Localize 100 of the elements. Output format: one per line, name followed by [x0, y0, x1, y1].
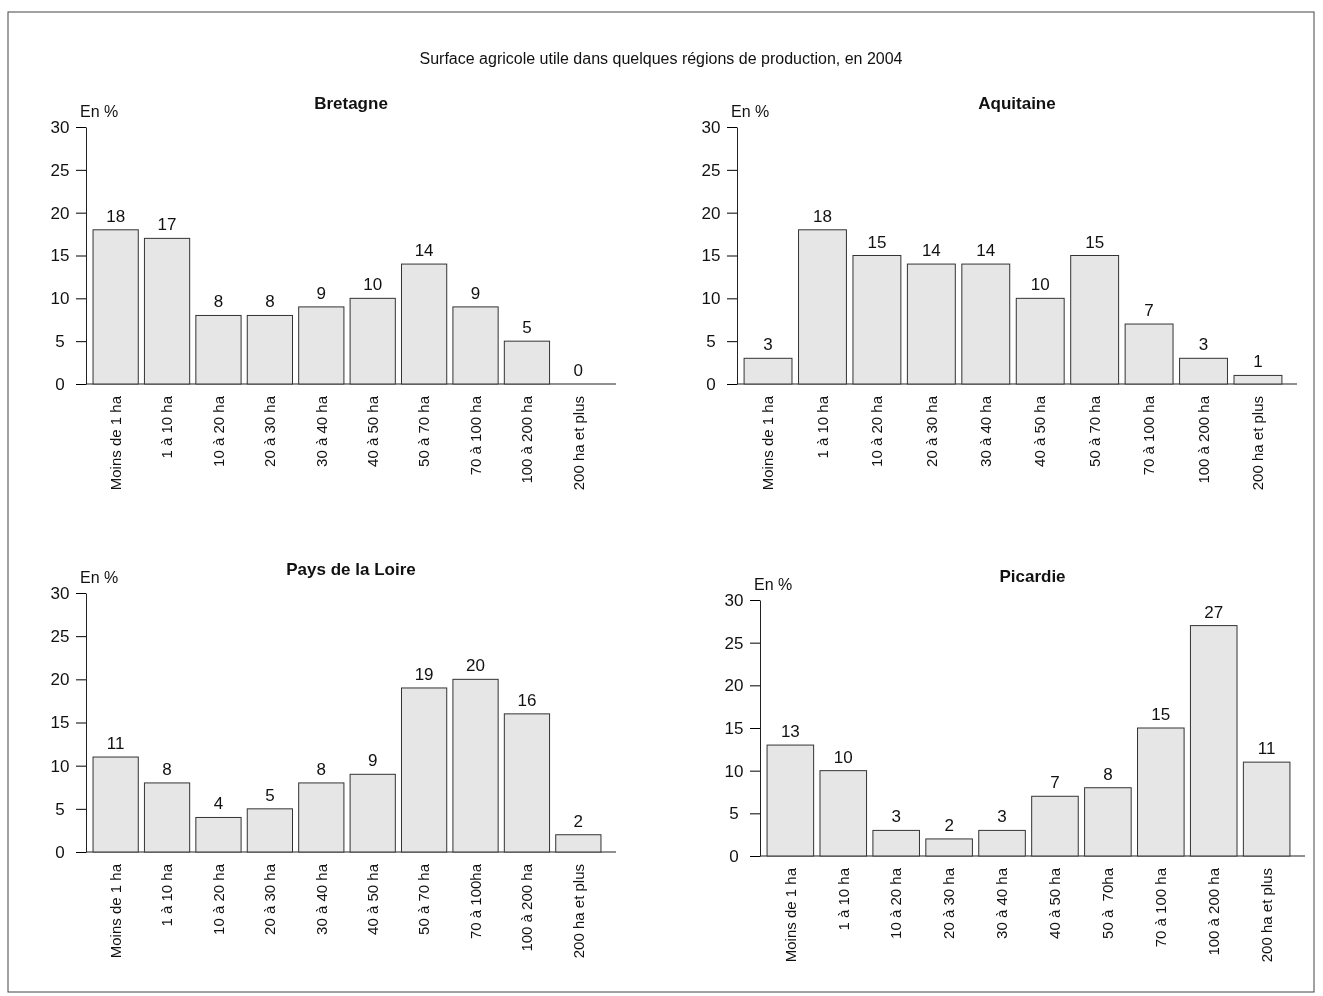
bar: [925, 838, 973, 857]
data-label: 10: [1030, 275, 1050, 295]
bar: [143, 782, 191, 853]
y-tick-label: 15: [724, 718, 744, 738]
x-tick-label: 30 à 40 ha: [312, 863, 330, 935]
x-tick-label: 50 à 70 ha: [415, 863, 433, 935]
x-tick-label: Moins de 1 ha: [759, 395, 777, 491]
x-tick-label: 40 à 50 ha: [1046, 867, 1064, 939]
y-tick-label: 25: [50, 627, 70, 647]
bar: [961, 263, 1011, 385]
y-tick-label: 25: [701, 160, 721, 180]
bar: [798, 229, 847, 385]
bar: [452, 678, 499, 853]
x-tick-label: 30 à 40 ha: [993, 867, 1011, 939]
y-tick-label: 30: [724, 590, 744, 610]
y-tick-label: 20: [50, 670, 70, 690]
data-label: 9: [316, 283, 327, 303]
bar: [503, 713, 551, 853]
data-label: 8: [213, 292, 224, 312]
x-tick-label: 30 à 40 ha: [977, 395, 995, 467]
bar: [1084, 787, 1132, 857]
bar: [978, 829, 1026, 857]
x-tick-label: 200 ha et plus: [1249, 396, 1267, 491]
bar: [92, 229, 139, 385]
y-tick-label: 30: [50, 117, 70, 137]
data-label: 8: [265, 292, 275, 312]
x-tick-label: 30 à 40 ha: [312, 395, 330, 467]
data-label: 5: [265, 785, 275, 805]
bar: [349, 297, 396, 385]
y-tick-label: 10: [701, 289, 721, 309]
bar: [555, 834, 602, 853]
y-tick-label: 30: [701, 117, 721, 137]
data-label: 0: [573, 361, 584, 380]
data-label: 5: [522, 318, 532, 338]
x-tick-label: 20 à 30 ha: [940, 867, 958, 939]
x-tick-label: 70 à 100 ha: [466, 395, 484, 476]
chart-title: Picardie: [999, 567, 1066, 586]
data-label: 1: [1253, 352, 1263, 372]
x-tick-label: 100 à 200 ha: [1194, 395, 1212, 484]
chart-title: Pays de la Loire: [286, 560, 416, 579]
x-tick-label: 40 à 50 ha: [1031, 395, 1049, 467]
x-tick-label: 1 à 10 ha: [158, 863, 176, 927]
y-axis-title: En %: [80, 569, 119, 586]
chart-title: Aquitaine: [978, 94, 1056, 113]
bar: [766, 744, 815, 857]
y-tick-label: 10: [50, 289, 70, 309]
x-tick-label: 70 à 100 ha: [1140, 395, 1158, 476]
data-label: 2: [573, 811, 584, 831]
bar: [1031, 795, 1079, 857]
bar: [1124, 323, 1174, 385]
bar: [1070, 255, 1120, 385]
x-tick-label: 200 ha et plus: [569, 396, 587, 491]
bar: [1179, 357, 1228, 385]
x-tick-label: 20 à 30 ha: [261, 863, 279, 935]
data-label: 15: [1151, 705, 1171, 724]
data-label: 17: [157, 215, 177, 235]
bar: [298, 306, 345, 385]
bar: [92, 756, 139, 853]
y-tick-label: 10: [724, 761, 744, 781]
data-label: 7: [1144, 301, 1154, 321]
x-tick-label: Moins de 1 ha: [106, 395, 124, 491]
bar: [1015, 297, 1065, 385]
bar: [852, 255, 902, 385]
x-tick-label: 1 à 10 ha: [158, 395, 176, 459]
data-label: 8: [1103, 764, 1113, 784]
data-label: 3: [997, 807, 1007, 827]
y-tick-label: 30: [50, 583, 70, 603]
bar: [195, 314, 242, 385]
data-label: 4: [213, 794, 224, 814]
data-label: 14: [976, 241, 996, 261]
data-label: 8: [162, 759, 172, 779]
x-tick-label: Moins de 1 ha: [106, 863, 124, 959]
y-tick-label: 0: [55, 842, 65, 862]
data-label: 3: [891, 807, 901, 827]
data-label: 16: [517, 690, 537, 710]
data-label: 18: [813, 206, 832, 226]
x-tick-label: 10 à 20 ha: [209, 395, 227, 467]
bar: [401, 687, 448, 853]
bar: [298, 782, 345, 853]
y-tick-label: 15: [701, 246, 721, 266]
data-label: 15: [867, 232, 887, 252]
y-tick-label: 25: [50, 160, 70, 180]
y-tick-label: 5: [55, 799, 65, 819]
bar: [906, 263, 956, 385]
x-tick-label: 20 à 30 ha: [261, 395, 279, 467]
x-tick-label: 200 ha et plus: [1257, 868, 1275, 963]
x-tick-label: 40 à 50 ha: [363, 863, 381, 935]
y-tick-label: 5: [55, 332, 65, 352]
x-tick-label: 20 à 30 ha: [922, 395, 940, 467]
x-tick-label: 200 ha et plus: [569, 864, 587, 959]
y-tick-label: 5: [706, 332, 716, 352]
bar: [872, 829, 920, 857]
y-tick-label: 25: [724, 633, 744, 653]
bar: [1242, 761, 1291, 857]
text: Surface agricole utile dans quelques régions de production, en 2004: [419, 50, 903, 67]
y-tick-label: 20: [50, 203, 70, 223]
x-tick-label: 70 à 100ha: [466, 863, 484, 940]
data-label: 9: [470, 283, 481, 303]
x-tick-label: 40 à 50 ha: [363, 395, 381, 467]
y-tick-label: 15: [50, 713, 70, 733]
